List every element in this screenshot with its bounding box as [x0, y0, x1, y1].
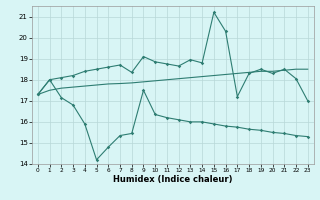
- X-axis label: Humidex (Indice chaleur): Humidex (Indice chaleur): [113, 175, 233, 184]
